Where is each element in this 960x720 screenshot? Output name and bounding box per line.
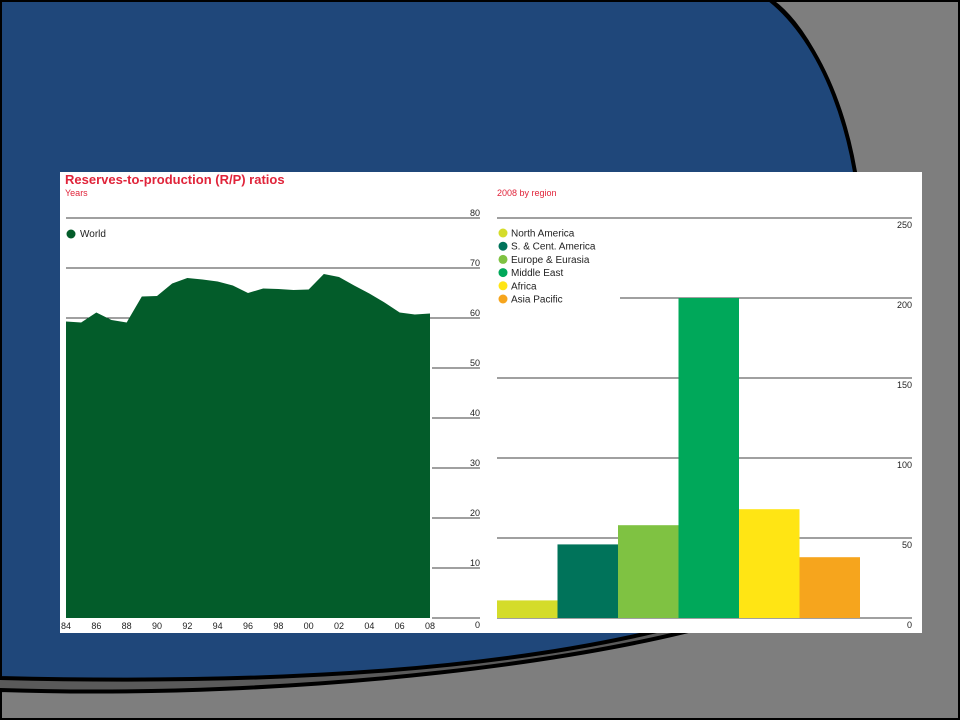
legend-label: Middle East: [511, 268, 563, 279]
region-legend: North America S. & Cent. America Europe & …: [498, 228, 596, 306]
left-y-tick-label: 50: [470, 358, 480, 368]
legend-label: S. & Cent. America: [511, 242, 596, 253]
legend-label: Africa: [511, 281, 537, 292]
rp-ratio-chart: Reserves-to-production (R/P) ratios Year…: [61, 172, 480, 631]
chart-panel: Reserves-to-production (R/P) ratios Year…: [60, 172, 922, 633]
left-y-tick-label: 20: [470, 508, 480, 518]
left-y-tick-label: 80: [470, 208, 480, 218]
left-y-tick-label: 70: [470, 258, 480, 268]
left-x-tick-label: 86: [91, 621, 101, 631]
bar-africa: [739, 509, 800, 618]
legend-swatch: [498, 254, 508, 264]
region-bars: [497, 298, 860, 618]
left-y-tick-label: 40: [470, 408, 480, 418]
legend-world-label: World: [80, 229, 106, 240]
right-y-tick-labels: 0 50 100 150 200 250: [897, 220, 912, 630]
legend-label: Europe & Eurasia: [511, 255, 590, 266]
left-x-tick-label: 00: [304, 621, 314, 631]
left-x-tick-label: 94: [213, 621, 223, 631]
left-x-tick-label: 84: [61, 621, 71, 631]
left-y-tick-label: 0: [475, 620, 480, 630]
bar-europe-eurasia: [618, 525, 679, 618]
left-x-tick-labels: 84 86 88 90 92 94 96 98 00 02 04 06 08: [61, 621, 435, 631]
left-x-tick-label: 90: [152, 621, 162, 631]
left-y-tick-label: 30: [470, 458, 480, 468]
left-x-tick-label: 98: [273, 621, 283, 631]
left-x-tick-label: 96: [243, 621, 253, 631]
left-y-tick-labels: 0 10 20 30 40 50 60 70 80: [470, 208, 480, 630]
right-y-tick-label: 250: [897, 220, 912, 230]
right-y-tick-label: 0: [907, 620, 912, 630]
left-x-tick-label: 04: [364, 621, 374, 631]
legend-label: North America: [511, 229, 575, 240]
world-area-series: [66, 274, 430, 618]
left-x-tick-label: 02: [334, 621, 344, 631]
legend-swatch: [498, 228, 508, 238]
bar-s-cent-america: [557, 544, 618, 618]
bar-north-america: [497, 600, 558, 618]
right-y-tick-label: 50: [902, 540, 912, 550]
chart-title: Reserves-to-production (R/P) ratios: [65, 172, 285, 187]
left-x-tick-label: 88: [122, 621, 132, 631]
legend-label: Asia Pacific: [511, 295, 563, 306]
charts-svg: Reserves-to-production (R/P) ratios Year…: [61, 172, 912, 631]
left-y-tick-label: 10: [470, 558, 480, 568]
legend-swatch: [498, 268, 508, 278]
bar-asia-pacific: [799, 557, 860, 618]
bar-chart-subtitle: 2008 by region: [497, 188, 557, 198]
right-y-tick-label: 100: [897, 460, 912, 470]
legend-world-swatch: [66, 229, 76, 239]
legend-swatch: [498, 281, 508, 291]
left-x-tick-label: 08: [425, 621, 435, 631]
left-y-tick-label: 60: [470, 308, 480, 318]
rp-by-region-chart: 2008 by region 0 50 100 150 200 250 North Ame…: [497, 188, 912, 630]
chart-subtitle: Years: [65, 188, 88, 198]
bar-middle-east: [678, 298, 739, 618]
left-x-tick-label: 06: [395, 621, 405, 631]
left-x-tick-label: 92: [182, 621, 192, 631]
legend-swatch: [498, 241, 508, 251]
legend-swatch: [498, 294, 508, 304]
right-y-tick-label: 200: [897, 300, 912, 310]
legend-world: World: [66, 229, 106, 240]
right-y-tick-label: 150: [897, 380, 912, 390]
